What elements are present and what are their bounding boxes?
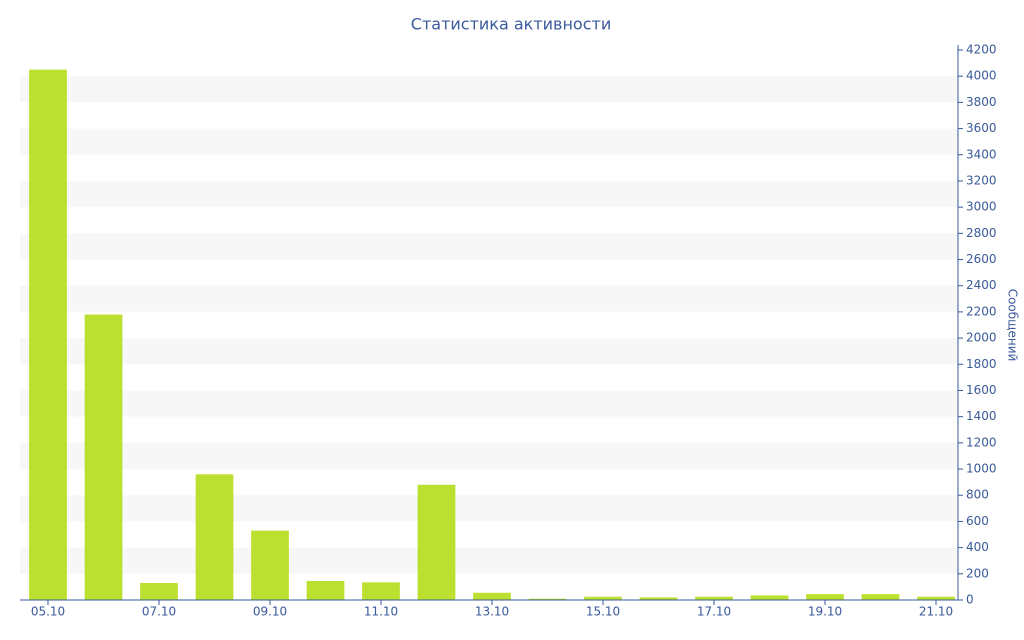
y-tick-label: 1200 [966, 435, 997, 449]
bar [861, 594, 900, 600]
grid-band [20, 390, 958, 417]
y-tick-label: 2000 [966, 331, 997, 345]
y-tick-label: 2800 [966, 226, 997, 240]
bar [584, 596, 622, 600]
bar [195, 474, 234, 600]
grid-band [20, 76, 958, 103]
bar [306, 581, 345, 600]
x-tick-label: 21.10 [919, 605, 953, 619]
x-tick-label: 09.10 [253, 605, 287, 619]
y-tick-label: 4000 [966, 69, 997, 83]
bar [750, 595, 789, 600]
chart-title: Статистика активности [411, 15, 611, 34]
x-tick-label: 07.10 [142, 605, 176, 619]
y-tick-label: 1400 [966, 409, 997, 423]
x-tick-label: 19.10 [808, 605, 842, 619]
y-tick-label: 3800 [966, 95, 997, 109]
x-tick-label: 11.10 [364, 605, 398, 619]
y-tick-label: 400 [966, 540, 989, 554]
grid-band [20, 285, 958, 312]
y-tick-label: 1800 [966, 357, 997, 371]
y-tick-label: 1600 [966, 383, 997, 397]
y-axis-label: Сообщений [1006, 289, 1020, 362]
y-tick-label: 3200 [966, 173, 997, 187]
bar [84, 314, 123, 600]
grid-band [20, 338, 958, 365]
grid-band [20, 442, 958, 470]
y-tick-label: 1000 [966, 462, 997, 476]
bar [528, 598, 567, 600]
grid-band [20, 233, 958, 260]
y-tick-label: 2400 [966, 278, 997, 292]
grid-band [20, 547, 958, 574]
bar [417, 484, 456, 600]
bar [639, 597, 678, 600]
bar [806, 594, 844, 600]
bar [362, 582, 400, 600]
bar [473, 592, 511, 600]
y-tick-label: 3000 [966, 200, 997, 214]
y-tick-label: 3600 [966, 121, 997, 135]
bar [917, 596, 955, 600]
bar [29, 69, 67, 600]
x-tick-label: 17.10 [697, 605, 731, 619]
grid-band [20, 495, 958, 522]
y-tick-label: 4200 [966, 43, 997, 57]
y-tick-label: 200 [966, 566, 989, 580]
x-tick-label: 05.10 [31, 605, 65, 619]
y-tick-label: 800 [966, 488, 989, 502]
y-tick-label: 2600 [966, 252, 997, 266]
y-tick-label: 3400 [966, 147, 997, 161]
x-tick-label: 15.10 [586, 605, 620, 619]
x-tick-label: 13.10 [475, 605, 509, 619]
y-tick-label: 600 [966, 514, 989, 528]
y-tick-label: 2200 [966, 304, 997, 318]
bar [695, 596, 733, 600]
grid-band [20, 128, 958, 155]
y-tick-label: 0 [966, 593, 974, 607]
bar [251, 530, 289, 600]
bar [140, 582, 178, 600]
grid-band [20, 180, 958, 208]
